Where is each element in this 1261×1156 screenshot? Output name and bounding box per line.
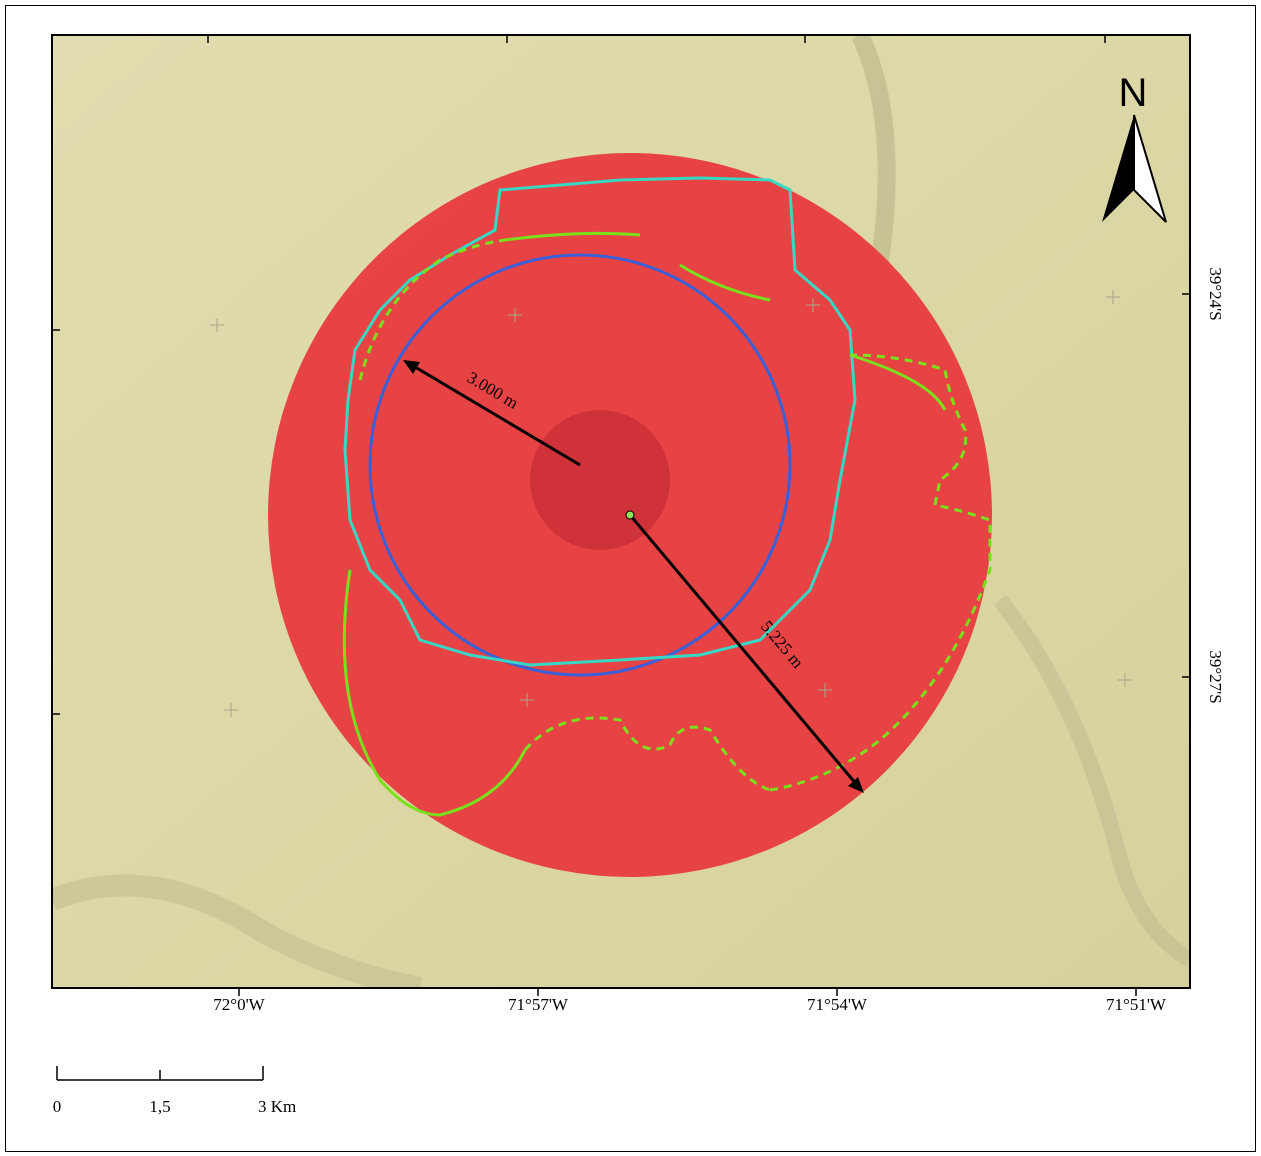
vent-point [626,511,634,519]
map-figure: 3.000 m 5.225 m N 72°0'W 71°57'W 71°54'W… [0,0,1261,1156]
longitude-label: 71°51'W [1106,995,1167,1014]
longitude-label: 71°54'W [807,995,868,1014]
latitude-label: 39°24'S [1206,267,1225,320]
latitude-label: 39°27'S [1206,650,1225,703]
longitude-label: 72°0'W [213,995,265,1014]
map-area: 3.000 m 5.225 m N 72°0'W 71°57'W 71°54'W… [52,35,1225,1014]
north-label: N [1119,71,1148,115]
scale-label: 3 Km [258,1097,296,1116]
scale-label: 1,5 [149,1097,170,1116]
crater-shade [530,410,670,550]
longitude-label: 71°57'W [508,995,569,1014]
scale-label: 0 [53,1097,62,1116]
